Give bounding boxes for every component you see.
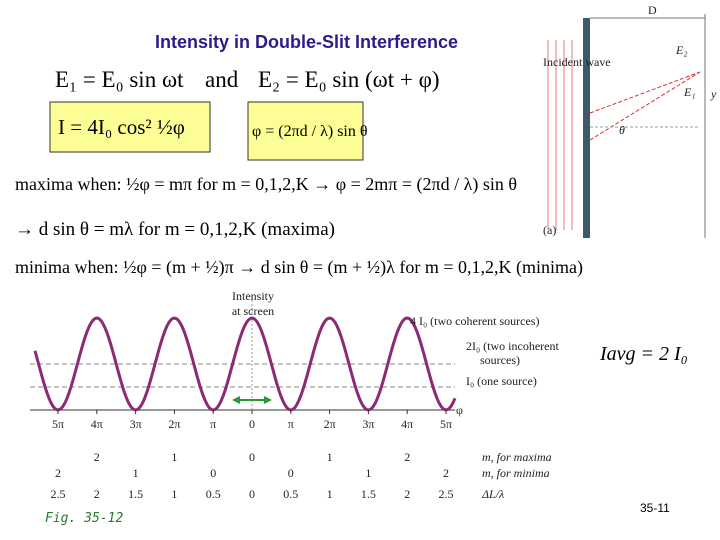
equation: → d sin θ = mλ for m = 0,1,2,K (maxima)	[15, 219, 335, 240]
x-axis-label: φ	[456, 403, 463, 417]
highlight-box	[49, 101, 211, 153]
equation: minima when: ½φ = (m + ½)π → d sin θ = (…	[15, 257, 583, 278]
x-tick-label: 4π	[91, 417, 103, 431]
table-cell: 1	[327, 450, 333, 464]
table-cell: 2.5	[439, 487, 454, 501]
table-cell: 1	[133, 466, 139, 480]
y-axis-label: at screen	[232, 304, 274, 318]
diagram-label: D	[648, 3, 657, 17]
annotation: I₀ (one source)	[466, 374, 537, 388]
table-cell: 0.5	[206, 487, 221, 501]
equation: E₂ = E₀ sin (ωt + φ)	[258, 67, 440, 92]
barrier	[583, 18, 590, 238]
row-label: ΔL/λ	[481, 487, 504, 501]
arrow-head	[232, 396, 240, 404]
page-number: 35-11	[640, 501, 670, 515]
ray	[589, 71, 701, 114]
caption: Fig. 35-12	[45, 511, 123, 526]
table-cell: 0.5	[283, 487, 298, 501]
annotation: sources)	[480, 353, 520, 367]
x-tick-label: 5π	[52, 417, 64, 431]
x-tick-label: 2π	[324, 417, 336, 431]
average-intensity: Iavg = 2 I₀	[599, 343, 688, 365]
equation: E₁ = E₀ sin ωt	[55, 67, 184, 92]
intensity-curve	[33, 316, 457, 412]
table-cell: 2	[94, 487, 100, 501]
table-cell: 2	[404, 450, 410, 464]
diagram-label: (a)	[543, 223, 556, 237]
x-tick-label: π	[210, 417, 216, 431]
diagram-background	[538, 0, 720, 62]
annotation: 4 I₀ (two coherent sources)	[410, 314, 539, 328]
arrow-head	[264, 396, 272, 404]
table-cell: 2	[404, 487, 410, 501]
table-cell: 2	[443, 466, 449, 480]
x-tick-label: 2π	[168, 417, 180, 431]
table-cell: 1.5	[128, 487, 143, 501]
equation: maxima when: ½φ = mπ for m = 0,1,2,K → φ…	[15, 174, 517, 195]
x-tick-label: 3π	[362, 417, 374, 431]
x-tick-label: 4π	[401, 417, 413, 431]
highlight-box	[247, 101, 364, 161]
y-axis-label: Intensity	[232, 289, 274, 303]
table-cell: 2.5	[51, 487, 66, 501]
table-cell: 1	[171, 450, 177, 464]
row-label: m, for maxima	[482, 450, 552, 464]
table-cell: 1	[171, 487, 177, 501]
diagram-label: Incident wave	[543, 55, 611, 69]
table-cell: 0	[288, 466, 294, 480]
equation: φ = (2πd / λ) sin θ	[252, 123, 368, 140]
equation: and	[205, 67, 239, 92]
title: Intensity in Double-Slit Interference	[155, 32, 458, 52]
x-tick-label: 5π	[440, 417, 452, 431]
table-cell: 2	[94, 450, 100, 464]
diagram-label: θ	[619, 123, 625, 137]
table-cell: 2	[55, 466, 61, 480]
x-tick-label: 0	[249, 417, 255, 431]
table-cell: 0	[249, 450, 255, 464]
table-cell: 1.5	[361, 487, 376, 501]
diagram-label: E₂	[675, 43, 688, 57]
diagram-label: y	[710, 87, 717, 101]
diagram: D Incident wave E₂ E₁ y θ (a)	[538, 0, 720, 238]
equation: I = 4I₀ cos² ½φ	[58, 115, 185, 139]
x-tick-label: π	[288, 417, 294, 431]
row-label: m, for minima	[482, 466, 550, 480]
annotation: 2I₀ (two incoherent	[466, 339, 559, 353]
table-cell: 0	[249, 487, 255, 501]
table-cell: 1	[365, 466, 371, 480]
ray	[589, 71, 701, 141]
table-cell: 0	[210, 466, 216, 480]
diagram-label: E₁	[683, 85, 696, 99]
x-tick-label: 3π	[130, 417, 142, 431]
table-cell: 1	[327, 487, 333, 501]
